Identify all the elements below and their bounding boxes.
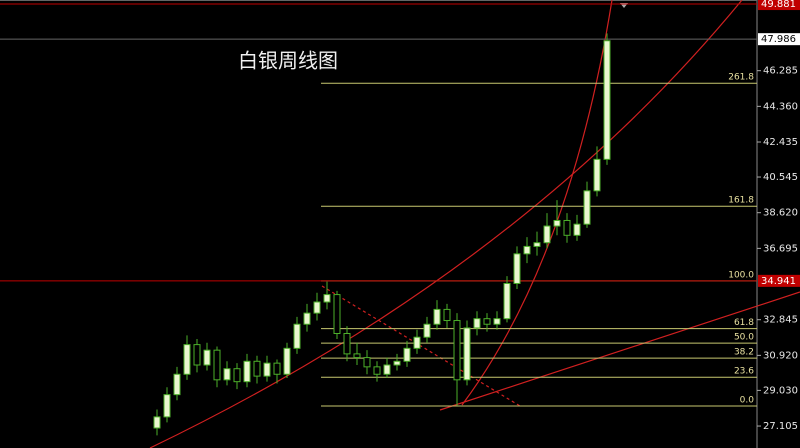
fib-label: 23.6	[734, 367, 754, 377]
candle-body	[193, 344, 201, 366]
trend-lines	[149, 0, 800, 448]
candle-body	[533, 242, 541, 247]
fib-label: 100.0	[728, 270, 754, 280]
candle-body	[473, 318, 481, 329]
candle-body	[203, 349, 211, 366]
fib-label: 261.8	[728, 73, 754, 83]
candle-body	[503, 282, 511, 320]
y-tick-label: 32.845	[763, 315, 798, 326]
fib-label: 0.0	[740, 395, 755, 405]
candle-body	[243, 360, 251, 383]
y-tick-label: 46.285	[763, 66, 798, 77]
candle-body	[563, 219, 571, 236]
candle-body	[313, 301, 321, 314]
candle-body	[173, 373, 181, 396]
candle-body	[513, 253, 521, 284]
y-tick-label: 38.620	[763, 208, 798, 219]
candle-body	[273, 362, 281, 375]
chart-title: 白银周线图	[238, 49, 338, 73]
price-box	[758, 0, 800, 11]
trend-curve	[149, 0, 743, 448]
candle-body	[223, 368, 231, 381]
candle-body	[463, 327, 471, 381]
candle-body	[553, 219, 561, 227]
candle-body	[543, 225, 551, 244]
y-tick-label: 40.545	[763, 172, 798, 183]
candle-body	[413, 336, 421, 349]
candle-body	[163, 394, 171, 418]
trend-line	[439, 291, 800, 411]
candle-body	[593, 158, 601, 192]
price-marker-label: 47.986	[761, 34, 796, 45]
candle-body	[323, 294, 331, 303]
candle-body	[263, 362, 271, 377]
candle-body	[483, 318, 491, 325]
candle-body	[373, 366, 381, 375]
candle-body	[493, 318, 501, 325]
candle-body	[253, 360, 261, 377]
price-box	[758, 274, 800, 287]
candle-body	[233, 368, 241, 383]
candle-body	[363, 357, 371, 368]
candle-body	[403, 347, 411, 362]
fib-label: 38.2	[734, 348, 754, 358]
price-marker-label: 34.941	[761, 276, 796, 287]
y-tick-label: 29.030	[763, 385, 798, 396]
y-tick-label: 42.435	[763, 137, 798, 148]
fib-label: 161.8	[728, 196, 754, 206]
y-tick-label: 44.360	[763, 101, 798, 112]
fib-label: 61.8	[734, 318, 754, 328]
candle-body	[453, 320, 461, 381]
y-tick-label: 30.920	[763, 350, 798, 361]
candle-body	[423, 323, 431, 338]
candle-body	[303, 312, 311, 325]
candle-body	[183, 344, 191, 375]
trend-line	[321, 285, 521, 407]
trend-curve	[461, 0, 613, 406]
candle-body	[393, 360, 401, 366]
candle-body	[383, 364, 391, 375]
y-tick-label: 36.695	[763, 243, 798, 254]
candle-body	[213, 349, 221, 381]
candle-body	[293, 323, 301, 349]
candle-body	[333, 294, 341, 334]
price-box	[758, 33, 800, 46]
candle-body	[583, 190, 591, 225]
candle-body	[573, 223, 581, 236]
candle-body	[343, 332, 351, 355]
candle-body	[153, 416, 161, 429]
fib-label: 50.0	[734, 333, 754, 343]
candle-body	[603, 40, 611, 160]
candle-body	[443, 308, 451, 322]
candle-body	[433, 308, 441, 325]
candle-body	[523, 245, 531, 255]
y-tick-label: 27.105	[763, 421, 798, 432]
price-marker-label: 49.881	[761, 0, 796, 10]
candle-body	[353, 353, 361, 359]
candle-body	[283, 347, 291, 375]
